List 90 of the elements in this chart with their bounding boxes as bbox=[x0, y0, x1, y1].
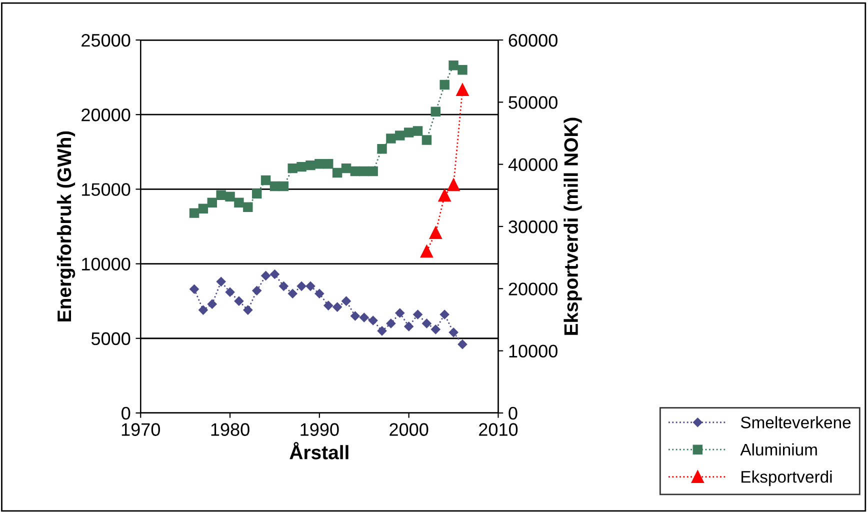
point bbox=[279, 282, 288, 291]
point bbox=[438, 189, 451, 202]
point bbox=[261, 271, 270, 280]
y-tick-label: 0 bbox=[122, 406, 130, 420]
y2-tick-label: 60000 bbox=[508, 34, 558, 47]
point bbox=[270, 270, 280, 279]
point bbox=[288, 288, 298, 298]
y-tick-label: 15000 bbox=[82, 183, 130, 196]
point bbox=[456, 83, 469, 96]
point bbox=[386, 318, 396, 328]
x-tick-label: 1990 bbox=[300, 423, 339, 436]
x-tick-label: 2010 bbox=[479, 423, 518, 436]
point bbox=[216, 277, 226, 286]
y2-tick-label: 50000 bbox=[508, 96, 558, 109]
point bbox=[288, 163, 298, 174]
point bbox=[324, 158, 334, 169]
point bbox=[377, 326, 387, 336]
point bbox=[422, 135, 432, 145]
point bbox=[448, 328, 458, 338]
point bbox=[395, 130, 405, 140]
point bbox=[360, 312, 369, 322]
y2-tick-label: 0 bbox=[508, 406, 518, 420]
point bbox=[324, 300, 333, 310]
y-tick-label: 5000 bbox=[91, 332, 130, 346]
point bbox=[377, 144, 387, 154]
legend-label: Eksportverdi bbox=[742, 470, 832, 486]
point bbox=[260, 175, 271, 186]
y2-tick-label: 20000 bbox=[508, 282, 558, 296]
y-tick-label: 20000 bbox=[82, 108, 130, 122]
point bbox=[278, 181, 289, 192]
point bbox=[208, 299, 217, 309]
point bbox=[420, 245, 433, 258]
point bbox=[386, 134, 396, 144]
point bbox=[350, 166, 360, 176]
point bbox=[440, 310, 450, 320]
point bbox=[395, 308, 405, 318]
point bbox=[341, 163, 352, 174]
point bbox=[350, 311, 360, 321]
point bbox=[207, 198, 217, 208]
legend-label: Smelteverkene bbox=[740, 416, 851, 428]
point bbox=[458, 64, 468, 75]
point bbox=[198, 204, 208, 214]
y2-tick-label: 10000 bbox=[509, 344, 558, 358]
point bbox=[216, 190, 226, 200]
point bbox=[429, 226, 442, 239]
point bbox=[225, 288, 235, 297]
point bbox=[296, 162, 306, 172]
point bbox=[404, 322, 414, 332]
legend-label: Aluminium bbox=[740, 443, 817, 456]
point bbox=[306, 282, 316, 291]
point bbox=[314, 288, 324, 298]
y2-axis-title: Eksportverdi (mill NOK) bbox=[564, 118, 582, 335]
point bbox=[430, 106, 441, 116]
point bbox=[225, 192, 235, 202]
point bbox=[368, 316, 378, 326]
y-tick-label: 25000 bbox=[82, 34, 130, 47]
y2-tick-label: 40000 bbox=[508, 158, 558, 172]
point bbox=[422, 318, 432, 328]
point bbox=[243, 202, 253, 212]
x-tick-label: 1970 bbox=[122, 423, 160, 436]
point bbox=[342, 296, 351, 306]
point bbox=[234, 198, 244, 208]
point bbox=[412, 126, 423, 136]
point bbox=[306, 160, 316, 170]
x-tick-label: 1980 bbox=[211, 423, 250, 436]
point bbox=[296, 282, 306, 291]
y-tick-label: 10000 bbox=[82, 258, 130, 271]
point bbox=[189, 208, 200, 218]
point bbox=[448, 60, 458, 70]
point bbox=[447, 178, 460, 192]
point bbox=[252, 286, 262, 296]
point bbox=[404, 128, 414, 138]
x-axis-title: Årstall bbox=[290, 442, 348, 460]
point bbox=[431, 324, 440, 334]
y2-tick-label: 30000 bbox=[508, 220, 558, 234]
point bbox=[234, 296, 244, 306]
point bbox=[270, 181, 280, 192]
point bbox=[413, 310, 422, 320]
y-axis-title: Energiforbruk (GWh) bbox=[56, 131, 76, 322]
point bbox=[368, 166, 378, 176]
point bbox=[314, 158, 324, 169]
point bbox=[332, 168, 342, 178]
point bbox=[243, 305, 253, 315]
point bbox=[252, 188, 262, 199]
point bbox=[190, 284, 199, 294]
point bbox=[332, 302, 342, 312]
x-tick-label: 2000 bbox=[390, 423, 428, 436]
point bbox=[458, 340, 468, 349]
point bbox=[198, 305, 208, 315]
point bbox=[440, 80, 450, 90]
